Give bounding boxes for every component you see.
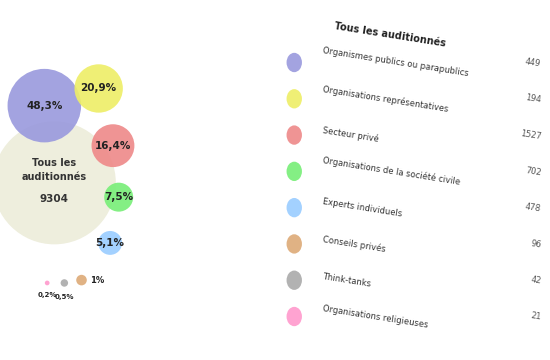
Circle shape <box>287 162 302 181</box>
Text: Tous les
auditionnés: Tous les auditionnés <box>22 158 87 182</box>
Circle shape <box>45 280 50 285</box>
Circle shape <box>98 231 122 255</box>
Text: 9304: 9304 <box>40 194 69 204</box>
Circle shape <box>104 183 133 212</box>
Circle shape <box>287 307 302 326</box>
Text: 194: 194 <box>525 93 542 104</box>
Text: 702: 702 <box>525 166 542 177</box>
Circle shape <box>60 279 68 287</box>
Circle shape <box>74 64 123 113</box>
Circle shape <box>8 69 81 143</box>
Text: 21: 21 <box>530 311 542 322</box>
Text: Organisations représentatives: Organisations représentatives <box>322 84 449 113</box>
Text: Conseils privés: Conseils privés <box>322 234 386 253</box>
Circle shape <box>0 121 116 244</box>
Text: 449: 449 <box>525 57 542 68</box>
Text: 48,3%: 48,3% <box>26 101 63 111</box>
Text: 0,5%: 0,5% <box>54 294 74 300</box>
Circle shape <box>91 124 134 167</box>
Text: 1527: 1527 <box>520 129 542 141</box>
Text: Tous les auditionnés: Tous les auditionnés <box>334 21 447 49</box>
Text: 42: 42 <box>530 275 542 285</box>
Text: 16,4%: 16,4% <box>95 141 131 151</box>
Text: 20,9%: 20,9% <box>81 84 117 94</box>
Text: Organismes publics ou parapublics: Organismes publics ou parapublics <box>322 46 469 78</box>
Circle shape <box>287 271 302 290</box>
Circle shape <box>287 89 302 108</box>
Text: Organisations religieuses: Organisations religieuses <box>322 304 428 329</box>
Text: 7,5%: 7,5% <box>104 192 133 202</box>
Text: Think-tanks: Think-tanks <box>322 272 372 288</box>
Text: Organisations de la société civile: Organisations de la société civile <box>322 156 461 187</box>
Circle shape <box>287 198 302 217</box>
Text: 478: 478 <box>525 202 542 213</box>
Circle shape <box>287 234 302 253</box>
Circle shape <box>76 275 87 285</box>
Text: 1%: 1% <box>90 276 104 285</box>
Circle shape <box>287 125 302 145</box>
Circle shape <box>287 53 302 72</box>
Text: Secteur privé: Secteur privé <box>322 126 379 144</box>
Text: Experts individuels: Experts individuels <box>322 197 403 219</box>
Text: 96: 96 <box>530 239 542 249</box>
Text: 0,2%: 0,2% <box>37 292 57 298</box>
Text: 5,1%: 5,1% <box>96 238 125 248</box>
